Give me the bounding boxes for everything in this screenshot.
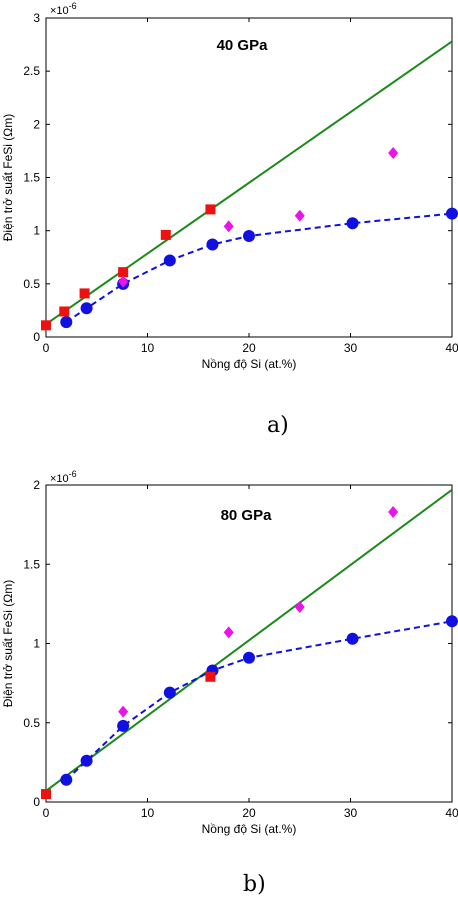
chart-panel-b: 0 10 20 30 40 0 0.5 1 1.5 2 ×10-6 Nồng độ Si (at.%)…	[1, 469, 458, 836]
square-point	[59, 306, 70, 317]
x-tick-label: 10	[141, 341, 155, 355]
square-point	[118, 267, 129, 278]
y-tick-label: 1	[33, 637, 40, 651]
pressure-annotation: 40 GPa	[217, 37, 269, 54]
dashed-curve	[65, 212, 452, 323]
x-tick-label: 40	[445, 341, 458, 355]
circle-point	[60, 316, 73, 329]
circle-point	[243, 229, 255, 242]
plot-frame	[45, 17, 453, 338]
x-tick-label: 20	[242, 806, 256, 820]
y-tick-label: 0	[33, 795, 40, 809]
x-tick-label: 40	[445, 806, 458, 820]
circle-point	[346, 217, 359, 230]
y-tick-label: 3	[33, 11, 40, 25]
fit-line	[46, 488, 452, 792]
y-exponent-label: ×10-6	[50, 469, 77, 485]
x-tick-label: 20	[242, 341, 256, 355]
y-tick-label: 1.5	[23, 557, 40, 571]
square-point	[41, 789, 51, 800]
diamond-point	[223, 626, 234, 639]
square-point	[41, 320, 51, 331]
x-axis-label: Nồng độ Si (at.%)	[202, 357, 297, 371]
panel-label-a: a)	[267, 413, 289, 438]
square-point	[205, 204, 216, 215]
panel-label-b: b)	[243, 872, 266, 897]
diamond-point	[294, 601, 305, 614]
diamond-point	[118, 705, 129, 718]
y-tick-label: 0.5	[23, 277, 40, 291]
y-tick-label: 0	[33, 330, 40, 344]
y-axis-label: Điện trở suất FeSi (Ωm)	[1, 114, 15, 242]
x-tick-label: 0	[43, 806, 50, 820]
circle-point	[446, 207, 458, 220]
circle-point	[60, 773, 73, 786]
y-exponent-label: ×10-6	[50, 1, 77, 17]
y-tick-label: 1.5	[23, 171, 40, 185]
circle-point	[446, 615, 458, 628]
dashed-curve	[65, 620, 452, 781]
circle-point	[117, 719, 130, 732]
pressure-annotation: 80 GPa	[221, 507, 273, 524]
y-tick-label: 0.5	[23, 716, 40, 730]
fit-line	[46, 40, 452, 326]
diamond-point	[223, 220, 234, 233]
circle-point	[163, 686, 176, 699]
y-tick-label: 2.5	[23, 64, 40, 78]
plot-area	[46, 40, 452, 326]
diamond-point	[388, 505, 399, 518]
plot-frame	[45, 484, 453, 803]
y-tick-label: 2	[33, 117, 40, 131]
x-tick-label: 30	[344, 341, 358, 355]
square-point	[79, 288, 90, 299]
x-tick-label: 30	[344, 806, 358, 820]
y-axis-label: Điện trở suất FeSi (Ωm)	[1, 580, 15, 708]
x-axis-label: Nồng độ Si (at.%)	[202, 822, 297, 836]
circle-point	[243, 651, 255, 664]
diamond-point	[388, 147, 399, 160]
circle-point	[206, 238, 219, 251]
diamond-point	[118, 275, 129, 288]
chart-panel-a: 0 10 20 30 40 0 0.5 1 1.5 2 2.5 3 ×10-6 Nồng độ Si (a…	[1, 1, 458, 371]
plot-area	[46, 488, 452, 792]
x-tick-label: 10	[141, 806, 155, 820]
circle-point	[80, 754, 93, 767]
square-point	[205, 671, 216, 682]
circle-point	[346, 632, 359, 645]
diamond-point	[294, 209, 305, 222]
square-point	[160, 229, 171, 240]
y-tick-label: 1	[33, 224, 40, 238]
circle-point	[80, 302, 93, 315]
x-tick-label: 0	[43, 341, 50, 355]
y-tick-label: 2	[33, 478, 40, 492]
circle-point	[163, 254, 176, 267]
